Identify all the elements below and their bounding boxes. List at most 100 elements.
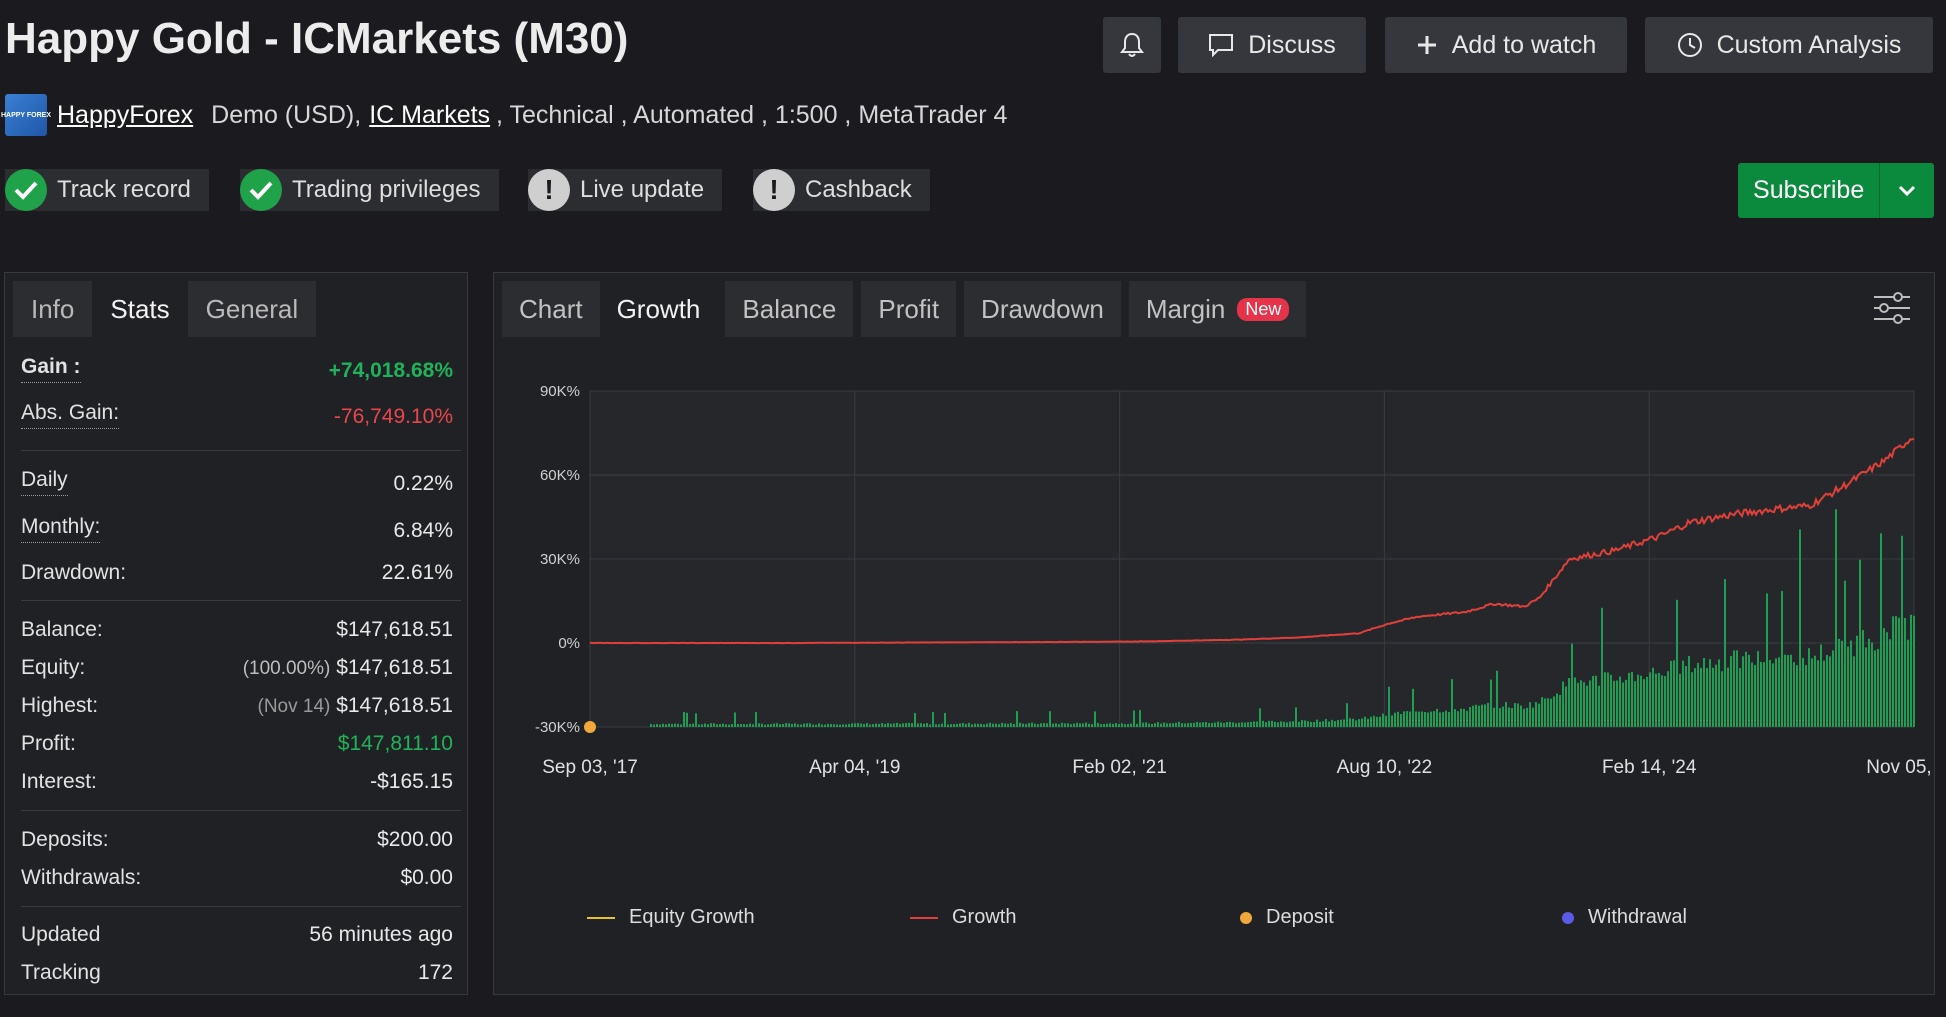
equity-bar bbox=[1250, 721, 1252, 727]
badge-track-record[interactable]: Track record bbox=[5, 169, 209, 211]
equity-bar bbox=[1115, 722, 1117, 727]
equity-bar bbox=[1442, 712, 1444, 727]
left-tabs: Info Stats General bbox=[5, 273, 317, 337]
badge-cashback[interactable]: ! Cashback bbox=[753, 169, 930, 211]
equity-percent: (100.00%) bbox=[242, 658, 331, 679]
equity-bar bbox=[875, 723, 877, 727]
equity-bar bbox=[1868, 638, 1870, 727]
equity-bar bbox=[1394, 712, 1396, 727]
subscribe-button[interactable]: Subscribe bbox=[1738, 163, 1934, 218]
stat-label[interactable]: Gain : bbox=[21, 355, 81, 383]
stat-label[interactable]: Monthly: bbox=[21, 515, 101, 543]
legend-deposit[interactable]: Deposit bbox=[1240, 906, 1334, 929]
equity-bar bbox=[1439, 712, 1441, 727]
tab-drawdown[interactable]: Drawdown bbox=[964, 281, 1121, 337]
legend-swatch bbox=[910, 916, 938, 919]
y-tick-label: 90K% bbox=[540, 383, 580, 400]
equity-bar bbox=[923, 723, 925, 727]
legend-equity-growth[interactable]: Equity Growth bbox=[587, 906, 755, 929]
equity-bar bbox=[686, 712, 688, 727]
equity-bar bbox=[1577, 682, 1579, 727]
equity-bar bbox=[1352, 718, 1354, 727]
broker-link[interactable]: IC Markets bbox=[369, 100, 491, 129]
equity-bar bbox=[1091, 724, 1093, 727]
equity-bar bbox=[905, 722, 907, 727]
chat-icon bbox=[1209, 34, 1234, 57]
custom-analysis-button[interactable]: Custom Analysis bbox=[1645, 17, 1933, 73]
notification-button[interactable] bbox=[1103, 17, 1161, 73]
tab-growth[interactable]: Growth bbox=[599, 281, 718, 337]
author-link[interactable]: HappyForex bbox=[57, 100, 194, 129]
equity-bar bbox=[1544, 698, 1546, 727]
equity-bar bbox=[935, 724, 937, 727]
equity-bar bbox=[1817, 660, 1819, 727]
equity-bar bbox=[1706, 668, 1708, 727]
equity-bar bbox=[836, 724, 838, 727]
legend-growth[interactable]: Growth bbox=[910, 906, 1016, 929]
sliders-icon[interactable] bbox=[1872, 291, 1912, 325]
equity-bar bbox=[1724, 579, 1726, 727]
tab-margin[interactable]: Margin New bbox=[1128, 281, 1307, 337]
equity-bar bbox=[1388, 686, 1390, 727]
equity-bar bbox=[956, 723, 958, 727]
stat-label[interactable]: Daily bbox=[21, 468, 68, 496]
equity-bar bbox=[1748, 654, 1750, 727]
equity-bar bbox=[1127, 723, 1129, 727]
equity-bar bbox=[926, 722, 928, 727]
x-tick-label: Aug 10, '22 bbox=[1337, 757, 1433, 778]
chevron-down-icon[interactable] bbox=[1879, 163, 1934, 218]
equity-bar bbox=[650, 723, 652, 727]
equity-bar bbox=[764, 724, 766, 727]
equity-bar bbox=[1397, 711, 1399, 727]
tab-balance[interactable]: Balance bbox=[725, 281, 854, 337]
equity-bar bbox=[1520, 705, 1522, 727]
stat-label: Profit: bbox=[21, 732, 76, 755]
equity-bar bbox=[716, 724, 718, 727]
equity-bar bbox=[1790, 654, 1792, 727]
stat-value: $200.00 bbox=[377, 828, 453, 851]
equity-bar bbox=[1892, 616, 1894, 727]
equity-bar bbox=[1535, 702, 1537, 727]
equity-bar bbox=[1499, 708, 1501, 727]
tab-profit[interactable]: Profit bbox=[861, 281, 957, 337]
equity-bar bbox=[1676, 599, 1678, 727]
tab-stats[interactable]: Stats bbox=[92, 281, 188, 337]
stat-label: Highest: bbox=[21, 694, 99, 717]
equity-bar bbox=[1757, 651, 1759, 727]
discuss-button[interactable]: Discuss bbox=[1178, 17, 1366, 73]
stat-label[interactable]: Abs. Gain: bbox=[21, 401, 120, 429]
badge-live-update[interactable]: ! Live update bbox=[528, 169, 723, 211]
equity-bar bbox=[1478, 705, 1480, 727]
equity-bar bbox=[1058, 724, 1060, 727]
equity-bar bbox=[809, 723, 811, 727]
check-icon bbox=[240, 169, 282, 211]
equity-bar bbox=[1382, 713, 1384, 727]
stat-tracking: Tracking 172 bbox=[21, 961, 453, 985]
equity-bar bbox=[914, 712, 916, 727]
equity-bar bbox=[1331, 719, 1333, 727]
equity-bar bbox=[1172, 723, 1174, 727]
legend-withdrawal[interactable]: Withdrawal bbox=[1562, 906, 1687, 929]
equity-bar bbox=[1109, 723, 1111, 727]
equity-bar bbox=[1871, 642, 1873, 727]
legend-label: Growth bbox=[952, 906, 1017, 928]
divider bbox=[21, 906, 461, 907]
equity-bar bbox=[1850, 640, 1852, 727]
equity-bar bbox=[1523, 708, 1525, 727]
equity-bar bbox=[800, 724, 802, 727]
x-tick-label: Sep 03, '17 bbox=[542, 757, 638, 778]
equity-bar bbox=[860, 723, 862, 727]
equity-bar bbox=[1097, 723, 1099, 727]
tab-info[interactable]: Info bbox=[13, 281, 93, 337]
equity-bar bbox=[1103, 723, 1105, 727]
equity-bar bbox=[1562, 681, 1564, 727]
tab-general[interactable]: General bbox=[187, 281, 317, 337]
equity-bar bbox=[1904, 617, 1906, 727]
equity-bar bbox=[947, 724, 949, 727]
equity-bar bbox=[1670, 660, 1672, 727]
tab-chart[interactable]: Chart bbox=[502, 281, 600, 337]
equity-bar bbox=[1043, 723, 1045, 727]
add-to-watch-button[interactable]: Add to watch bbox=[1385, 17, 1627, 73]
badge-trading-privileges[interactable]: Trading privileges bbox=[240, 169, 499, 211]
equity-bar bbox=[1295, 707, 1297, 727]
